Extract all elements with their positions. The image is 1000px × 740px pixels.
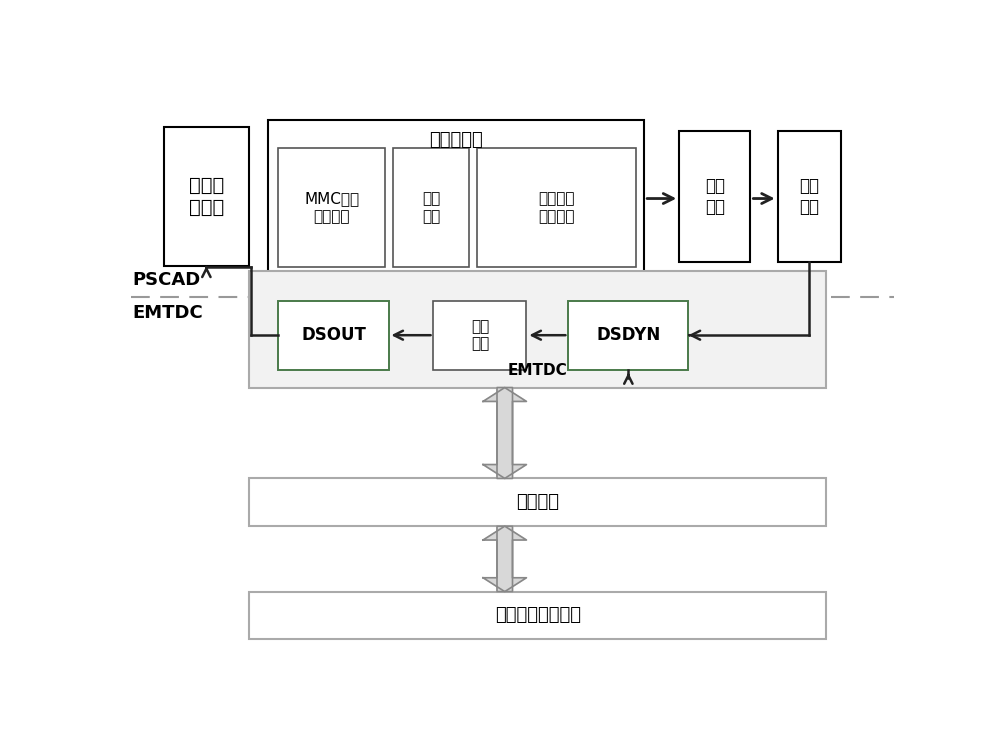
Bar — [278, 148, 385, 267]
Text: DSDYN: DSDYN — [596, 326, 660, 344]
Text: 控制
策略: 控制 策略 — [422, 192, 440, 224]
Bar — [568, 300, 688, 370]
Text: EMTDC: EMTDC — [508, 363, 568, 377]
Bar — [778, 131, 841, 262]
Polygon shape — [483, 388, 526, 479]
Bar — [477, 148, 636, 267]
Text: 接口程序: 接口程序 — [516, 494, 559, 511]
Bar — [393, 148, 469, 267]
Text: PSCAD: PSCAD — [133, 271, 201, 289]
Bar — [164, 127, 249, 266]
Polygon shape — [483, 388, 526, 479]
Text: EMTDC: EMTDC — [133, 304, 204, 323]
Bar — [249, 271, 826, 388]
Bar — [679, 131, 750, 262]
Text: 编译
运行: 编译 运行 — [799, 177, 819, 216]
Text: DSOUT: DSOUT — [301, 326, 366, 344]
Bar — [268, 120, 644, 278]
Text: 最近电平
通近调制: 最近电平 通近调制 — [538, 192, 575, 224]
Text: MMC一次
系统建模: MMC一次 系统建模 — [304, 192, 359, 224]
Text: 网络
求解: 网络 求解 — [471, 319, 489, 352]
Bar — [249, 591, 826, 639]
Bar — [433, 300, 526, 370]
Polygon shape — [483, 526, 526, 591]
Text: 图形化建模: 图形化建模 — [429, 131, 483, 149]
Bar — [249, 479, 826, 526]
Text: 仿真
设置: 仿真 设置 — [705, 177, 725, 216]
Polygon shape — [483, 526, 526, 591]
Text: 仿真结
构输出: 仿真结 构输出 — [189, 176, 224, 217]
Bar — [278, 300, 388, 370]
Text: 电压平衡控制函数: 电压平衡控制函数 — [495, 607, 581, 625]
